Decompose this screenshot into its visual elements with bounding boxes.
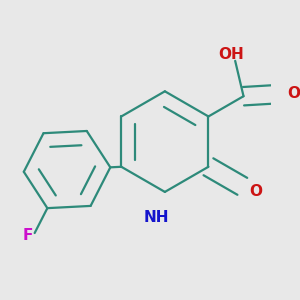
Text: O: O: [249, 184, 262, 200]
Text: NH: NH: [144, 210, 169, 225]
Text: O: O: [287, 86, 300, 101]
Text: OH: OH: [218, 46, 244, 62]
Text: F: F: [23, 228, 34, 243]
